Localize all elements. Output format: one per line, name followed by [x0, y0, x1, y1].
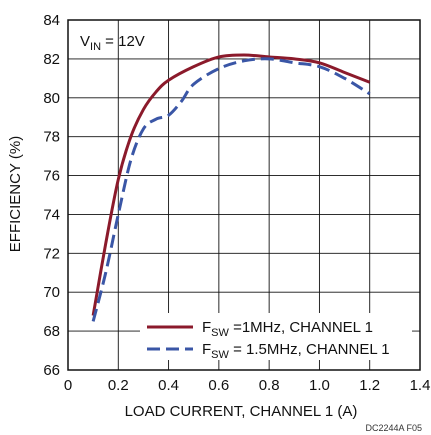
x-tick-label: 0.2 — [108, 377, 129, 394]
legend-label-1mhz-sub: SW — [211, 327, 229, 339]
vin-annotation: VIN = 12V — [80, 33, 145, 53]
legend-background — [140, 313, 412, 360]
x-tick-label: 0 — [64, 377, 72, 394]
y-tick-label: 84 — [43, 12, 60, 29]
x-axis-title: LOAD CURRENT, CHANNEL 1 (A) — [125, 403, 358, 420]
vin-annotation-rest: = 12V — [101, 33, 145, 50]
series-layer — [91, 53, 371, 322]
x-tick-label: 0.6 — [208, 377, 229, 394]
y-tick-label: 82 — [43, 51, 60, 68]
legend-label-1mhz-rest: =1MHz, CHANNEL 1 — [229, 319, 373, 336]
y-tick-label: 70 — [43, 284, 60, 301]
y-tick-label: 78 — [43, 129, 60, 146]
legend-label-1-5mhz: FSW = 1.5MHz, CHANNEL 1 — [202, 341, 390, 361]
legend-label-1-5mhz-main: F — [202, 341, 211, 358]
vin-annotation-main: V — [80, 33, 90, 50]
y-tick-label: 76 — [43, 168, 60, 185]
y-tick-label: 66 — [43, 362, 60, 379]
x-tick-label: 0.8 — [259, 377, 280, 394]
x-tick-label: 1.0 — [309, 377, 330, 394]
y-tick-label: 74 — [43, 206, 60, 223]
x-tick-label: 1.4 — [410, 377, 431, 394]
figure-code: DC2244A F05 — [365, 423, 422, 433]
y-tick-label: 72 — [43, 245, 60, 262]
tick-labels: 0 0.2 0.4 0.6 0.8 1.0 1.2 1.4 66 68 70 72 74 76 78 80 82… — [43, 12, 430, 394]
series-line-1-5mhz — [91, 57, 371, 322]
y-axis-title: EFFICIENCY (%) — [7, 136, 24, 252]
legend-label-1mhz: FSW =1MHz, CHANNEL 1 — [202, 319, 373, 339]
legend-label-1-5mhz-rest: = 1.5MHz, CHANNEL 1 — [229, 341, 390, 358]
legend: FSW =1MHz, CHANNEL 1 FSW = 1.5MHz, CHANN… — [140, 313, 412, 361]
x-tick-label: 1.2 — [359, 377, 380, 394]
legend-label-1-5mhz-sub: SW — [211, 349, 229, 361]
plot-frame — [67, 19, 421, 371]
y-tick-label: 80 — [43, 90, 60, 107]
series-line-1mhz — [91, 53, 371, 316]
legend-label-1mhz-main: F — [202, 319, 211, 336]
vin-annotation-sub: IN — [90, 41, 101, 53]
y-tick-label: 68 — [43, 323, 60, 340]
x-tick-label: 0.4 — [158, 377, 179, 394]
